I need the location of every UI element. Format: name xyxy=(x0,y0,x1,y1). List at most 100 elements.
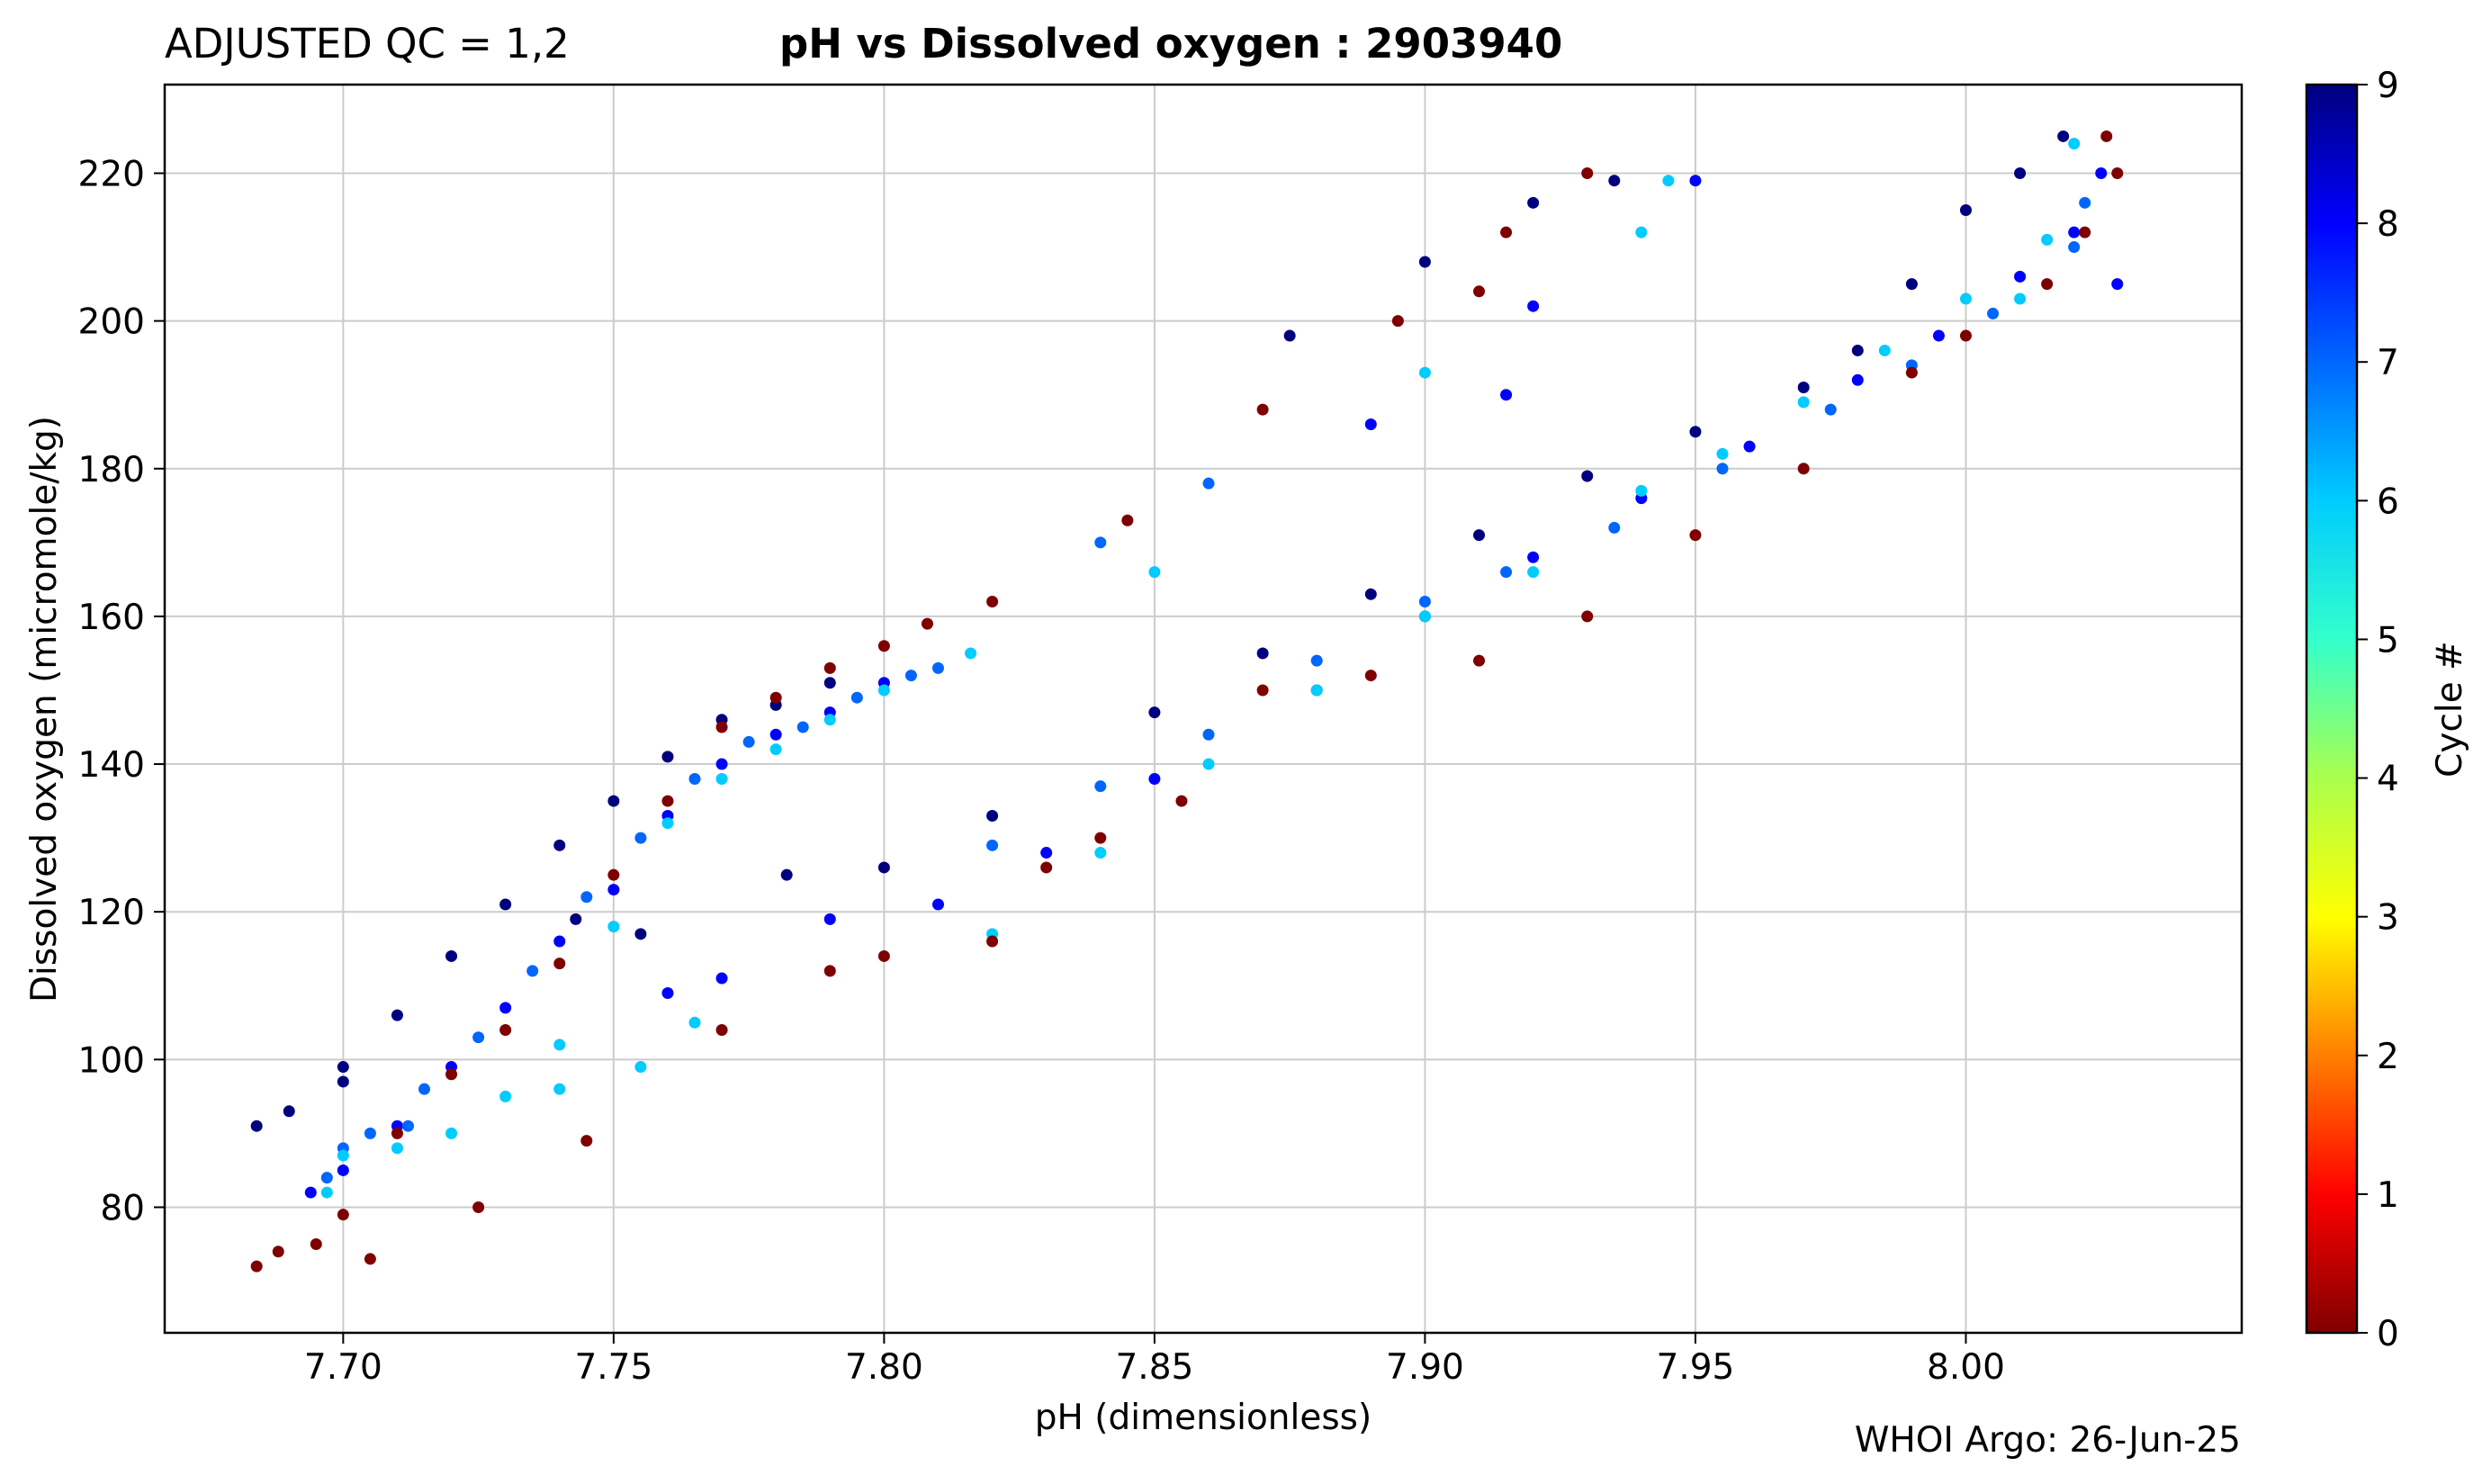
data-point xyxy=(1121,514,1134,526)
data-point xyxy=(250,1120,263,1132)
data-point xyxy=(877,861,890,874)
data-point xyxy=(1959,329,1972,342)
data-point xyxy=(1418,610,1431,623)
data-point xyxy=(1959,204,1972,217)
data-point xyxy=(580,1135,593,1147)
data-point xyxy=(1202,728,1215,741)
x-tick-label: 8.00 xyxy=(1927,1347,2005,1388)
data-point xyxy=(1256,647,1269,660)
x-tick-label: 7.70 xyxy=(304,1347,382,1388)
data-point xyxy=(715,721,728,733)
data-point xyxy=(272,1246,284,1258)
data-point xyxy=(715,1024,728,1037)
data-point xyxy=(1500,566,1513,579)
colorbar-ticks: 0 1 2 3 4 5 6 7 8 9 xyxy=(2357,66,2399,1354)
data-point xyxy=(1202,477,1215,490)
colorbar-tick-label: 1 xyxy=(2377,1175,2399,1216)
data-point xyxy=(283,1105,295,1118)
data-point xyxy=(1364,670,1377,682)
data-point xyxy=(607,921,620,933)
x-tick-label: 7.75 xyxy=(574,1347,652,1388)
data-point xyxy=(1716,463,1729,475)
colorbar-tick-label: 2 xyxy=(2377,1037,2399,1077)
data-point xyxy=(742,735,755,748)
data-point xyxy=(1689,426,1702,438)
data-point xyxy=(1689,529,1702,542)
x-tick-label: 7.80 xyxy=(845,1347,923,1388)
data-point xyxy=(986,839,999,851)
data-point xyxy=(688,1016,701,1029)
data-point xyxy=(337,1061,349,1074)
data-point xyxy=(1527,300,1540,312)
data-point xyxy=(2079,196,2091,209)
data-point xyxy=(1256,403,1269,416)
data-point xyxy=(401,1120,414,1132)
plot-frame xyxy=(163,83,2244,1335)
data-point xyxy=(1094,536,1107,549)
data-point xyxy=(2041,278,2054,291)
y-tick-label: 140 xyxy=(78,745,145,786)
data-point xyxy=(310,1238,322,1251)
data-point xyxy=(364,1253,376,1265)
data-point xyxy=(2079,226,2091,238)
data-point xyxy=(553,935,566,948)
data-point xyxy=(607,795,620,807)
data-point xyxy=(2041,233,2054,246)
data-point xyxy=(607,868,620,881)
data-point xyxy=(796,721,809,733)
data-point xyxy=(607,884,620,896)
data-point xyxy=(337,1164,349,1176)
data-point xyxy=(2057,130,2070,142)
data-point xyxy=(1148,772,1161,785)
data-point xyxy=(634,928,647,940)
y-axis-ticks: 80 100 120 140 160 180 200 220 xyxy=(78,154,165,1228)
data-point xyxy=(1094,847,1107,859)
data-point xyxy=(391,1142,403,1155)
data-point xyxy=(445,1127,458,1139)
data-point xyxy=(1635,484,1648,497)
data-point xyxy=(823,965,836,977)
data-point xyxy=(499,1090,512,1102)
colorbar-tick-label: 3 xyxy=(2377,898,2399,939)
colorbar-tick-label: 6 xyxy=(2377,481,2399,522)
data-point xyxy=(1310,684,1323,697)
data-point xyxy=(1500,226,1513,238)
data-point xyxy=(445,949,458,962)
data-point xyxy=(965,647,977,660)
data-point xyxy=(986,595,999,607)
data-point xyxy=(1364,588,1377,600)
data-point xyxy=(1473,654,1486,667)
data-point xyxy=(570,913,582,925)
data-point xyxy=(320,1172,333,1184)
data-point xyxy=(1283,329,1296,342)
data-point xyxy=(1418,366,1431,379)
data-point xyxy=(1418,256,1431,268)
data-point xyxy=(2100,130,2113,142)
data-point xyxy=(1473,529,1486,542)
data-point xyxy=(931,898,944,911)
data-point xyxy=(1391,315,1404,328)
data-point xyxy=(661,986,674,999)
grid-lines xyxy=(165,85,2242,1333)
data-point xyxy=(661,751,674,763)
data-point xyxy=(1905,366,1918,379)
data-point xyxy=(1310,654,1323,667)
data-point xyxy=(2068,241,2081,254)
data-point xyxy=(769,728,782,741)
data-point xyxy=(337,1209,349,1221)
data-point xyxy=(1094,832,1107,844)
data-point xyxy=(2014,270,2027,283)
qc-label: ADJUSTED QC = 1,2 xyxy=(165,20,570,67)
y-tick-label: 180 xyxy=(78,450,145,490)
data-point xyxy=(1581,470,1594,482)
x-tick-label: 7.85 xyxy=(1115,1347,1193,1388)
data-point xyxy=(1527,566,1540,579)
data-point xyxy=(1581,166,1594,179)
data-point xyxy=(661,795,674,807)
data-point xyxy=(1743,440,1756,453)
data-point xyxy=(391,1127,403,1139)
data-point xyxy=(1932,329,1945,342)
data-point xyxy=(823,661,836,674)
data-point xyxy=(2111,166,2124,179)
